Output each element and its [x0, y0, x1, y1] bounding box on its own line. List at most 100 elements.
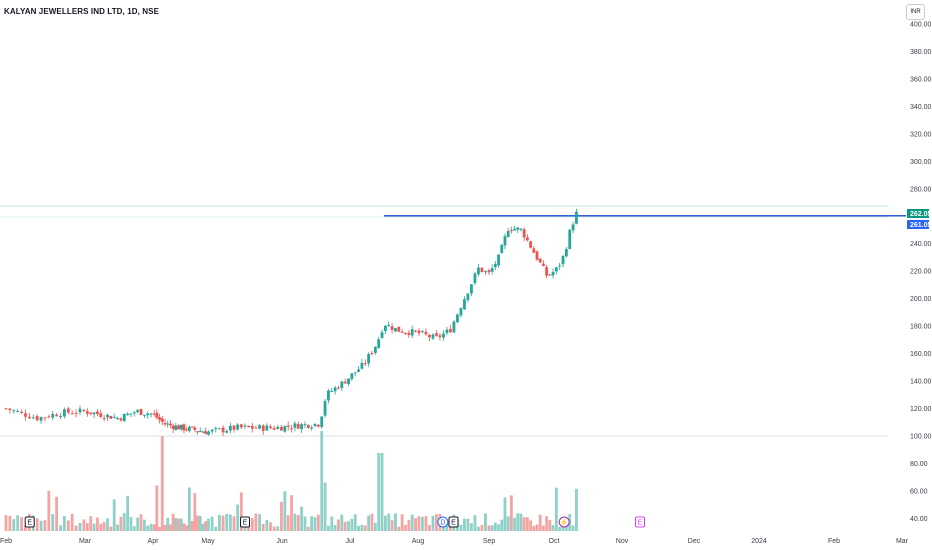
- candle-body: [435, 333, 438, 336]
- x-axis-tick-label: Oct: [549, 538, 560, 545]
- y-axis-tick-label: 100.00: [910, 434, 932, 441]
- x-axis-tick-label: Aug: [412, 538, 425, 545]
- volume-bar: [232, 516, 236, 531]
- volume-bar: [47, 490, 51, 531]
- candle-body: [497, 254, 500, 266]
- candle-body: [383, 325, 387, 332]
- candle-body: [417, 330, 421, 334]
- volume-bar: [350, 518, 354, 531]
- candle-body: [116, 417, 119, 419]
- candle-body: [323, 400, 327, 416]
- candle-body: [397, 326, 401, 332]
- volume-bar: [316, 514, 320, 531]
- split-marker: [558, 516, 570, 528]
- volume-bar: [283, 491, 287, 531]
- volume-bar: [258, 514, 261, 531]
- volume-bar: [254, 513, 258, 531]
- volume-bar: [24, 525, 27, 531]
- candle-body: [177, 425, 180, 430]
- volume-bar: [190, 520, 194, 531]
- candle-body: [24, 413, 27, 417]
- volume-bar: [142, 519, 146, 531]
- candle-body: [82, 409, 86, 411]
- candle-body: [377, 339, 381, 348]
- earnings-marker: [448, 516, 459, 528]
- candle-body: [136, 410, 140, 412]
- volume-bar: [360, 524, 364, 531]
- candle-body: [218, 428, 221, 430]
- y-axis-tick-label: 360.00: [910, 76, 932, 83]
- candle-body: [452, 321, 456, 333]
- volume-bar: [509, 495, 513, 531]
- volume-bar: [545, 516, 549, 531]
- volume-bar: [272, 526, 276, 531]
- candle-body: [232, 425, 236, 430]
- volume-bar: [174, 518, 178, 531]
- volume-bar: [179, 518, 183, 531]
- volume-bar: [551, 525, 555, 531]
- candle-body: [538, 258, 542, 263]
- volume-bar: [470, 523, 473, 531]
- candle-body: [542, 263, 545, 267]
- x-axis-tick-label: Sep: [483, 538, 496, 545]
- volume-bar: [119, 516, 123, 531]
- candle-body: [558, 265, 562, 267]
- candle-body: [340, 381, 344, 389]
- candle-body: [575, 211, 578, 224]
- volume-bar: [139, 514, 143, 531]
- volume-bar: [207, 518, 210, 531]
- candle-body: [4, 408, 8, 410]
- volume-bar: [89, 516, 93, 531]
- volume-bar: [529, 520, 532, 531]
- candle-body: [568, 229, 572, 249]
- volume-bar: [353, 514, 357, 531]
- volume-bar: [535, 524, 539, 531]
- earnings-marker: [240, 516, 250, 528]
- volume-bar: [243, 525, 247, 531]
- candle-body: [166, 423, 170, 425]
- candle-body: [387, 324, 391, 327]
- volume-bar: [303, 516, 307, 531]
- candle-body: [337, 387, 340, 389]
- candle-body: [421, 331, 424, 333]
- volume-bar: [59, 525, 62, 531]
- candle-body: [228, 425, 232, 431]
- volume-bar: [132, 526, 136, 531]
- y-axis-tick-label: 160.00: [910, 351, 932, 358]
- candle-body: [12, 410, 16, 412]
- volume-bar: [404, 524, 407, 531]
- candle-body: [459, 308, 463, 316]
- candle-body: [532, 248, 536, 253]
- volume-bar: [63, 515, 66, 531]
- volume-bar: [333, 524, 337, 531]
- volume-bar: [370, 513, 374, 531]
- candle-body: [373, 346, 377, 353]
- volume-bar: [435, 514, 438, 531]
- volume-bar: [310, 516, 314, 531]
- candle-body: [129, 413, 133, 415]
- volume-bar: [82, 519, 86, 531]
- candle-body: [380, 332, 384, 338]
- candle-body: [519, 228, 523, 230]
- candle-body: [272, 427, 276, 430]
- y-axis-tick-label: 320.00: [910, 131, 932, 138]
- y-axis-tick-label: 280.00: [910, 186, 932, 193]
- volume-bar: [480, 524, 484, 531]
- volume-bar: [163, 524, 167, 531]
- candle-body: [525, 237, 529, 241]
- x-axis-tick-label: Jul: [346, 538, 355, 545]
- candle-body: [522, 229, 526, 238]
- volume-bar: [445, 521, 449, 531]
- candle-body: [370, 353, 374, 355]
- candle-body: [126, 413, 130, 416]
- candle-body: [445, 329, 449, 333]
- volume-bar: [548, 520, 552, 531]
- candle-body: [473, 273, 477, 284]
- currency-button[interactable]: INR: [906, 4, 925, 20]
- volume-bar: [484, 513, 487, 531]
- volume-bar: [367, 515, 371, 531]
- candle-body: [265, 425, 269, 431]
- candle-body: [236, 424, 240, 430]
- volume-bar: [340, 514, 344, 531]
